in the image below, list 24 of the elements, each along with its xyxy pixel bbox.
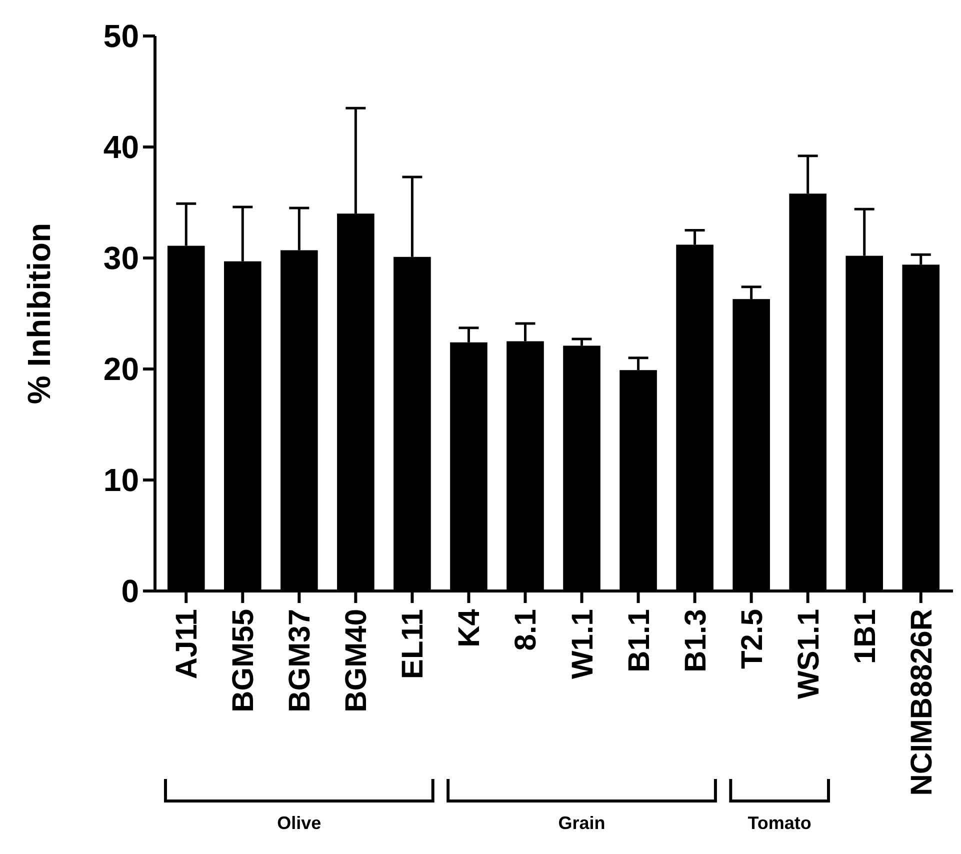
text: Olive xyxy=(277,813,322,833)
text: Tomato xyxy=(748,813,812,833)
y-tick-label: 20 xyxy=(103,351,139,388)
x-tick-label: BGM55 xyxy=(227,609,260,712)
y-tick-label: 10 xyxy=(103,462,139,498)
y-tick-label: 0 xyxy=(121,573,139,610)
text: Grain xyxy=(558,813,606,833)
x-tick-label: B1.1 xyxy=(622,609,656,672)
x-tick-label: AJ11 xyxy=(170,609,204,680)
y-axis-title: % Inhibition xyxy=(21,222,57,404)
x-tick-label: K4 xyxy=(453,608,486,648)
x-tick-label: W1.1 xyxy=(566,609,600,680)
x-tick-label: WS1.1 xyxy=(792,609,826,700)
x-tick-label: EL11 xyxy=(396,609,430,680)
x-tick-label: 1B1 xyxy=(848,609,882,664)
x-tick-label: B1.3 xyxy=(679,609,712,672)
y-tick-label: 40 xyxy=(103,129,139,166)
x-tick-label: T2.5 xyxy=(736,609,769,670)
y-tick-label: 30 xyxy=(103,240,139,276)
x-tick-label: BGM40 xyxy=(340,609,374,712)
x-tick-label: 8.1 xyxy=(510,609,543,651)
x-tick-label: NCIMB8826R xyxy=(905,608,938,796)
x-tick-label: BGM37 xyxy=(284,609,317,712)
y-tick-label: 50 xyxy=(103,18,139,54)
